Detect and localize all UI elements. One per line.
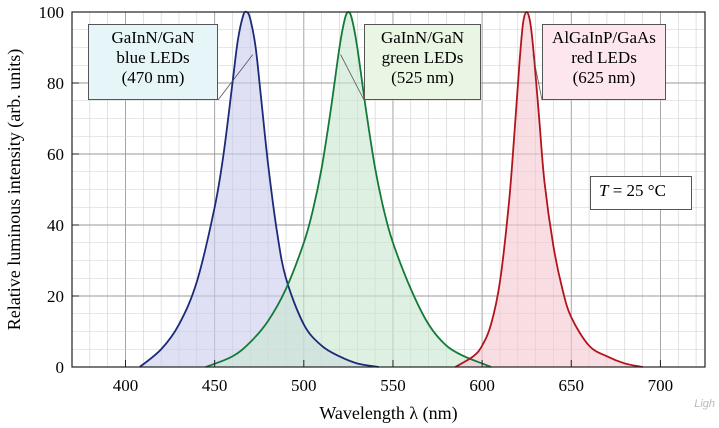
red-led-area [455,12,643,367]
y-tick-label: 80 [47,74,64,93]
red-led-line [454,11,643,368]
green-led-label: GaInN/GaN green LEDs (525 nm) [364,24,481,100]
red-led-label: AlGaInP/GaAs red LEDs (625 nm) [542,24,666,100]
y-tick-label: 40 [47,216,64,235]
green-led-line [205,11,492,368]
red-led-label-line-1: AlGaInP/GaAs [552,28,656,47]
y-tick-label: 100 [39,3,65,22]
green-led-label-line-3: (525 nm) [391,68,454,87]
red-led-label-line-3: (625 nm) [572,68,636,87]
x-tick-label: 600 [469,376,495,395]
x-tick-label: 450 [202,376,228,395]
blue-led-area [139,11,379,367]
watermark-text: Ligh [694,398,715,410]
x-tick-label: 650 [559,376,585,395]
y-axis-title: Relative luminous intensity (arb. units) [4,49,25,330]
x-tick-label: 400 [113,376,139,395]
red-label-leader [532,54,543,101]
blue-led-label-line-3: (470 nm) [121,68,185,87]
blue-led-label-line-1: GaInN/GaN [111,28,195,47]
axis-ticks: 400 450 500 550 600 650 700 0 20 40 60 80 100 [39,3,674,395]
area-fills [139,11,643,367]
temperature-value: = 25 °C [608,181,666,200]
y-tick-label: 20 [47,287,64,306]
x-tick-label: 550 [380,376,406,395]
green-led-area [205,12,492,367]
green-led-label-line-2: green LEDs [381,48,464,67]
y-tick-label: 60 [47,145,64,164]
series-lines [139,10,643,368]
x-tick-label: 500 [291,376,317,395]
blue-led-label: GaInN/GaN blue LEDs (470 nm) [88,24,218,100]
blue-led-label-line-2: blue LEDs [116,48,190,67]
temperature-symbol: T [599,181,609,200]
x-axis-title: Wavelength λ (nm) [319,403,457,424]
green-led-label-line-1: GaInN/GaN [380,28,465,47]
x-tick-label: 700 [648,376,674,395]
red-led-label-line-2: red LEDs [571,48,637,67]
green-label-leader [340,54,365,101]
blue-label-leader [217,54,254,101]
y-tick-label: 0 [56,358,65,377]
plot-frame [71,11,706,368]
blue-led-line [139,10,379,368]
temperature-annotation: T = 25 °C [590,176,692,210]
